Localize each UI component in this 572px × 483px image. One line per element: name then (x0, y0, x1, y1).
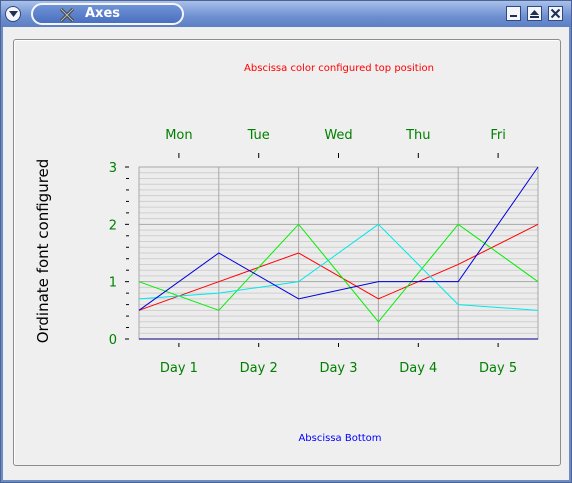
y-tick-label: 0 (109, 333, 117, 348)
x-icon (59, 7, 75, 23)
title-pill: Axes (31, 3, 184, 25)
x-tick-label-top: Tue (247, 128, 270, 143)
x-tick-label-bottom: Day 2 (240, 361, 278, 376)
close-icon[interactable] (548, 6, 563, 21)
maximize-icon[interactable] (527, 6, 542, 21)
chart-title: Abscissa color configured top position (244, 63, 434, 74)
client-area: Abscissa color configured top position A… (3, 27, 569, 480)
y-tick-label: 2 (109, 218, 117, 233)
y-tick-label: 3 (109, 161, 117, 176)
chart: Abscissa color configured top position A… (34, 63, 539, 444)
x-tick-label-top: Fri (490, 128, 506, 143)
x-tick-label-top: Thu (405, 128, 430, 143)
chevron-down-icon[interactable] (5, 6, 21, 22)
y-tick-label: 1 (109, 276, 117, 291)
series-line-1 (138, 223, 539, 311)
series-line-2 (138, 223, 539, 323)
series-line-3 (138, 223, 539, 311)
x-tick-label-bottom: Day 1 (160, 361, 198, 376)
minimize-icon[interactable] (506, 6, 521, 21)
series-line-4 (138, 166, 539, 311)
window-title: Axes (85, 6, 121, 21)
x-tick-label-bottom: Day 3 (319, 361, 357, 376)
x-tick-label-bottom: Day 4 (399, 361, 437, 376)
y-axis-label: Ordinate font configured (34, 159, 52, 344)
title-bar[interactable]: Axes (1, 1, 571, 27)
x-axis-label: Abscissa Bottom (298, 433, 381, 444)
x-tick-label-top: Wed (324, 128, 352, 143)
x-tick-label-bottom: Day 5 (479, 361, 517, 376)
x-tick-label-top: Mon (165, 128, 192, 143)
group-frame (13, 39, 561, 466)
